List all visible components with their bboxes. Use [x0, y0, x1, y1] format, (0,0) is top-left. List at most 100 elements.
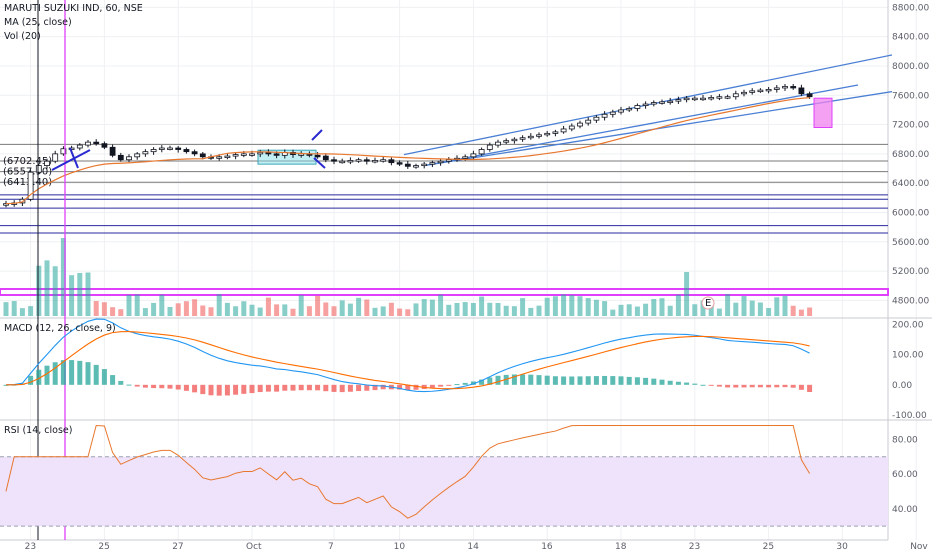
- arrow-annotation: [311, 129, 326, 169]
- candle-body: [806, 93, 813, 98]
- volume-bar: [388, 302, 394, 316]
- volume-bar: [224, 302, 230, 316]
- volume-bar: [208, 307, 214, 316]
- price-axis-label: 5200.00: [892, 267, 929, 277]
- macd-histogram-bar: [438, 384, 444, 387]
- macd-histogram-bar: [134, 384, 140, 387]
- volume-bar: [347, 303, 353, 316]
- macd-histogram-bar: [487, 377, 493, 385]
- candle-body: [445, 159, 452, 162]
- candle-body: [790, 86, 797, 89]
- macd-histogram-bar: [479, 379, 485, 385]
- horizontal-levels: (6702.45)(6557.90)(6413.40): [0, 143, 888, 234]
- candle-body: [741, 91, 747, 95]
- volume-bar: [790, 305, 796, 316]
- volume-bar: [233, 306, 239, 316]
- macd-histogram-bar: [790, 384, 796, 388]
- volume-bar: [602, 301, 608, 316]
- volume-bar: [93, 301, 99, 316]
- macd-histogram-bar: [265, 384, 271, 392]
- volume-bar: [503, 305, 509, 316]
- symbol-title[interactable]: MARUTI SUZUKI IND, 60, NSE: [4, 3, 143, 14]
- macd-histogram-bar: [339, 384, 345, 393]
- volume-bar: [561, 294, 567, 316]
- volume-bar: [356, 297, 362, 316]
- volume-bar: [142, 308, 148, 316]
- candle-body: [470, 153, 477, 158]
- macd-histogram-bar: [618, 376, 624, 385]
- macd-histogram-bar: [561, 376, 567, 385]
- volume-bar: [429, 299, 435, 316]
- candle-body: [117, 154, 124, 161]
- macd-histogram-bar: [69, 360, 75, 385]
- volume-bar: [651, 299, 657, 316]
- candle-body: [659, 101, 665, 104]
- macd-pane: [3, 318, 813, 396]
- volume-bar: [290, 308, 296, 316]
- candle-body: [683, 97, 690, 101]
- candle-body: [667, 100, 674, 104]
- candle-body: [716, 96, 723, 99]
- volume-bar: [339, 300, 345, 316]
- volume-bar: [257, 307, 263, 316]
- volume-bar: [470, 302, 476, 316]
- candle-body: [650, 102, 657, 105]
- volume-bar: [462, 302, 468, 316]
- candle-body: [134, 153, 141, 158]
- macd-histogram-bar: [282, 384, 288, 391]
- candle-body: [429, 162, 436, 165]
- candle-body: [331, 159, 337, 162]
- macd-axis-label: 0.00: [892, 381, 912, 391]
- candle-body: [642, 103, 649, 106]
- time-axis-label: 7: [328, 542, 334, 550]
- macd-histogram-bar: [511, 374, 517, 385]
- volume-bar: [298, 295, 304, 316]
- volume-bar: [306, 306, 312, 316]
- price-axis-label: 6000.00: [892, 208, 929, 218]
- macd-histogram-bar: [356, 384, 362, 392]
- volume-bar: [19, 308, 25, 316]
- macd-indicator-label[interactable]: MACD (12, 26, close, 9): [4, 323, 116, 334]
- candle-body: [191, 151, 198, 155]
- volume-bar: [528, 307, 534, 316]
- candle-body: [560, 128, 567, 133]
- macd-histogram-bar: [429, 384, 435, 388]
- macd-histogram-bar: [667, 380, 673, 385]
- candle-body: [495, 141, 501, 146]
- volume-bar: [700, 300, 706, 316]
- volume-bar: [749, 300, 755, 316]
- volume-indicator-label[interactable]: Vol (20): [4, 31, 41, 42]
- candle-body: [150, 149, 157, 153]
- ma-indicator-label[interactable]: MA (25, close): [4, 17, 72, 28]
- macd-histogram-bar: [175, 384, 181, 390]
- macd-histogram-bar: [331, 384, 337, 392]
- volume-bar: [315, 295, 321, 316]
- candle-body: [773, 87, 780, 90]
- volume-bar: [667, 305, 673, 316]
- macd-histogram-bar: [577, 376, 583, 385]
- time-axis-label: 25: [763, 542, 774, 550]
- rsi-indicator-label[interactable]: RSI (14, close): [4, 425, 73, 436]
- candle-body: [536, 134, 542, 137]
- candle-body: [44, 160, 50, 166]
- volume-bar: [110, 307, 116, 316]
- macd-histogram-bar: [454, 384, 460, 386]
- time-axis-label: 23: [25, 542, 36, 550]
- volume-bar: [159, 294, 165, 316]
- macd-histogram-bar: [774, 384, 780, 388]
- time-axis-label: Oct: [246, 542, 262, 550]
- volume-bar: [421, 299, 427, 316]
- volume-bar: [52, 266, 58, 316]
- volume-bar: [479, 296, 485, 316]
- macd-histogram-bar: [364, 384, 370, 391]
- macd-histogram-bar: [749, 384, 755, 388]
- volume-bar: [495, 302, 501, 316]
- macd-histogram-bar: [257, 384, 263, 393]
- volume-bar: [126, 294, 132, 316]
- macd-histogram-bar: [782, 384, 788, 388]
- volume-bar: [782, 295, 788, 316]
- candle-body: [35, 165, 42, 173]
- channel-mid: [423, 84, 859, 167]
- volume-bar: [446, 304, 452, 316]
